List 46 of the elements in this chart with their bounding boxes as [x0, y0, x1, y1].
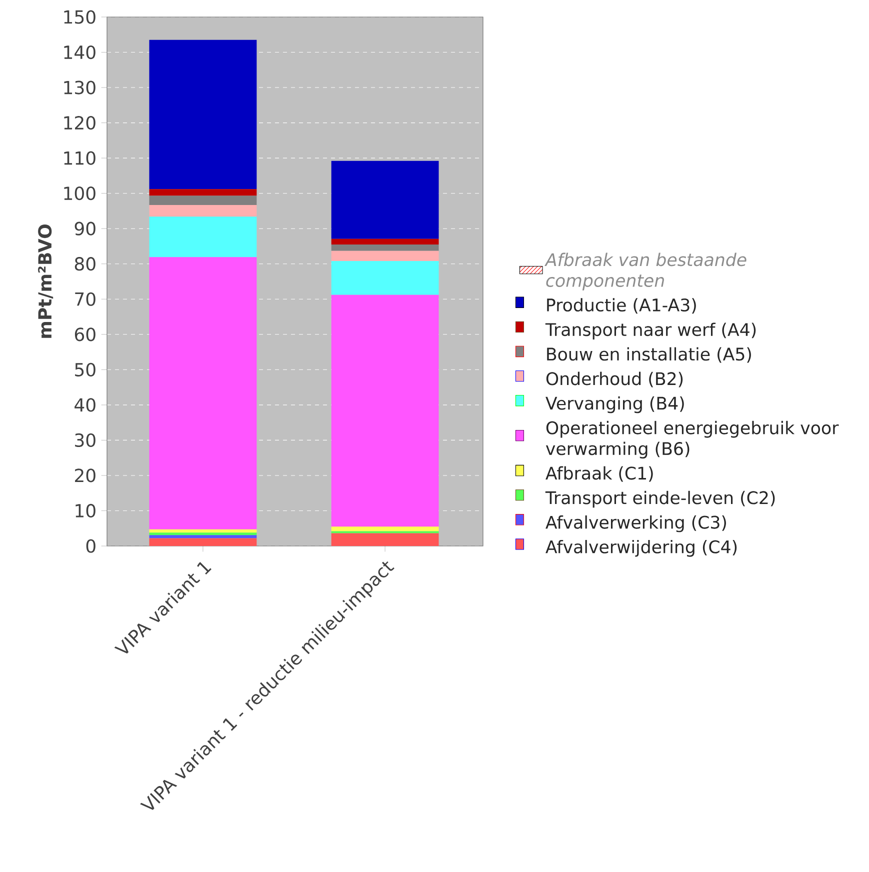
y-tick-label: 20 — [75, 468, 96, 482]
bar — [331, 261, 439, 295]
bar — [331, 294, 439, 527]
y-tick-label: 80 — [74, 257, 96, 271]
legend-label: Vervanging (B4) — [546, 396, 684, 414]
bar — [149, 532, 257, 536]
legend-label: Operationeel energiegebruik voor verwarming (B6) — [546, 420, 839, 458]
y-axis-title: mPt/m²BVO — [38, 224, 54, 338]
bar — [331, 526, 439, 532]
y-tick-label: 60 — [74, 328, 96, 342]
bar — [331, 160, 439, 239]
legend-label: Afbraak van bestaande componenten — [544, 252, 746, 290]
y-tick-label: 140 — [64, 45, 96, 60]
bar — [149, 189, 257, 196]
y-tick-label: 0 — [86, 539, 96, 553]
legend-label: Onderhoud (B2) — [546, 372, 683, 388]
bar — [331, 238, 439, 244]
legend-label: Afbraak (C1) — [546, 466, 653, 482]
y-tick-label: 90 — [74, 222, 96, 236]
y-tick-label: 10 — [76, 504, 96, 518]
bar — [149, 204, 257, 217]
bar — [149, 529, 257, 533]
bar — [149, 535, 257, 538]
bar — [149, 40, 257, 190]
bar — [149, 538, 257, 546]
bar — [331, 533, 439, 546]
y-tick-label: 130 — [64, 80, 96, 94]
legend-label: Transport naar werf (A4) — [545, 322, 756, 340]
bar — [149, 196, 257, 205]
y-tick-label: 110 — [64, 151, 96, 165]
bar — [331, 244, 439, 251]
bar — [149, 257, 257, 530]
y-tick-label: 150 — [64, 10, 96, 24]
y-tick-label: 100 — [64, 186, 96, 200]
legend-label: Afvalverwerking (C3) — [546, 515, 726, 532]
y-tick-label: 40 — [74, 398, 96, 412]
legend-label: Afvalverwijdering (C4) — [546, 540, 737, 557]
legend-label: Bouw en installatie (A5) — [547, 347, 751, 363]
legend-label: Transport einde-leven (C2) — [545, 490, 775, 508]
y-tick-label: 70 — [75, 292, 96, 306]
legend-label: Productie (A1-A3) — [547, 298, 696, 314]
y-tick-label: 30 — [75, 433, 96, 448]
y-tick-label: 50 — [75, 362, 96, 376]
bar — [331, 250, 439, 262]
y-tick-label: 120 — [64, 116, 96, 130]
bar — [149, 216, 257, 258]
